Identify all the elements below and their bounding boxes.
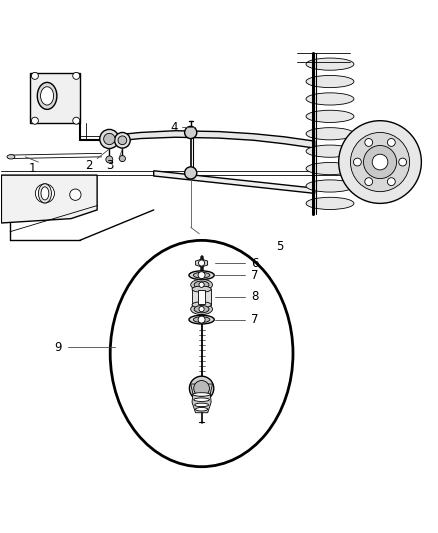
Text: 3: 3 xyxy=(106,159,114,172)
Circle shape xyxy=(372,154,388,170)
Ellipse shape xyxy=(193,393,210,396)
Circle shape xyxy=(350,133,410,192)
Circle shape xyxy=(106,156,113,163)
Ellipse shape xyxy=(306,163,354,175)
Circle shape xyxy=(73,117,80,124)
Circle shape xyxy=(185,167,197,179)
Ellipse shape xyxy=(191,279,212,290)
Circle shape xyxy=(119,156,125,161)
Ellipse shape xyxy=(194,403,208,407)
Ellipse shape xyxy=(189,315,214,324)
Text: 4: 4 xyxy=(171,121,178,134)
Circle shape xyxy=(199,282,204,287)
Ellipse shape xyxy=(195,408,208,411)
Circle shape xyxy=(32,72,39,79)
Circle shape xyxy=(118,136,127,144)
Ellipse shape xyxy=(191,304,212,314)
Circle shape xyxy=(364,146,396,179)
Ellipse shape xyxy=(306,110,354,123)
Circle shape xyxy=(32,117,39,124)
Ellipse shape xyxy=(41,187,49,200)
Circle shape xyxy=(353,158,361,166)
Ellipse shape xyxy=(306,93,354,105)
Text: 7: 7 xyxy=(251,269,259,282)
Circle shape xyxy=(185,126,197,139)
Ellipse shape xyxy=(306,145,354,157)
Ellipse shape xyxy=(194,398,209,401)
Ellipse shape xyxy=(192,302,211,308)
FancyBboxPatch shape xyxy=(198,290,205,304)
Circle shape xyxy=(70,189,81,200)
Circle shape xyxy=(194,381,209,396)
Text: 6: 6 xyxy=(251,256,259,270)
Ellipse shape xyxy=(192,286,211,292)
Circle shape xyxy=(388,139,395,147)
Ellipse shape xyxy=(306,58,354,70)
Circle shape xyxy=(339,120,421,204)
Ellipse shape xyxy=(194,281,209,288)
Circle shape xyxy=(100,130,119,149)
Circle shape xyxy=(199,306,204,312)
Ellipse shape xyxy=(7,155,15,159)
Circle shape xyxy=(365,177,373,185)
Polygon shape xyxy=(106,131,315,148)
Circle shape xyxy=(198,316,205,323)
Text: 2: 2 xyxy=(85,159,92,172)
Ellipse shape xyxy=(41,87,53,105)
Text: 9: 9 xyxy=(54,341,62,353)
Ellipse shape xyxy=(193,272,210,278)
Ellipse shape xyxy=(189,271,214,279)
Ellipse shape xyxy=(306,76,354,87)
Ellipse shape xyxy=(37,83,57,109)
Polygon shape xyxy=(191,384,212,413)
FancyBboxPatch shape xyxy=(30,73,80,123)
FancyBboxPatch shape xyxy=(192,289,211,305)
Text: 1: 1 xyxy=(29,162,36,175)
Ellipse shape xyxy=(110,240,293,467)
Circle shape xyxy=(73,72,80,79)
Ellipse shape xyxy=(39,184,51,203)
Text: 8: 8 xyxy=(251,290,259,303)
Circle shape xyxy=(35,184,54,203)
Text: 7: 7 xyxy=(251,313,259,326)
Ellipse shape xyxy=(306,180,354,192)
Circle shape xyxy=(388,177,395,185)
Polygon shape xyxy=(1,175,97,223)
Circle shape xyxy=(365,139,373,147)
Text: 5: 5 xyxy=(276,240,284,253)
Ellipse shape xyxy=(306,128,354,140)
Circle shape xyxy=(189,376,214,400)
Ellipse shape xyxy=(306,197,354,209)
Ellipse shape xyxy=(193,317,210,322)
Ellipse shape xyxy=(194,305,209,313)
Circle shape xyxy=(104,133,115,144)
Polygon shape xyxy=(154,171,315,193)
Polygon shape xyxy=(195,259,208,267)
Circle shape xyxy=(198,272,205,279)
Circle shape xyxy=(115,133,130,148)
Circle shape xyxy=(198,260,205,266)
Circle shape xyxy=(399,158,406,166)
